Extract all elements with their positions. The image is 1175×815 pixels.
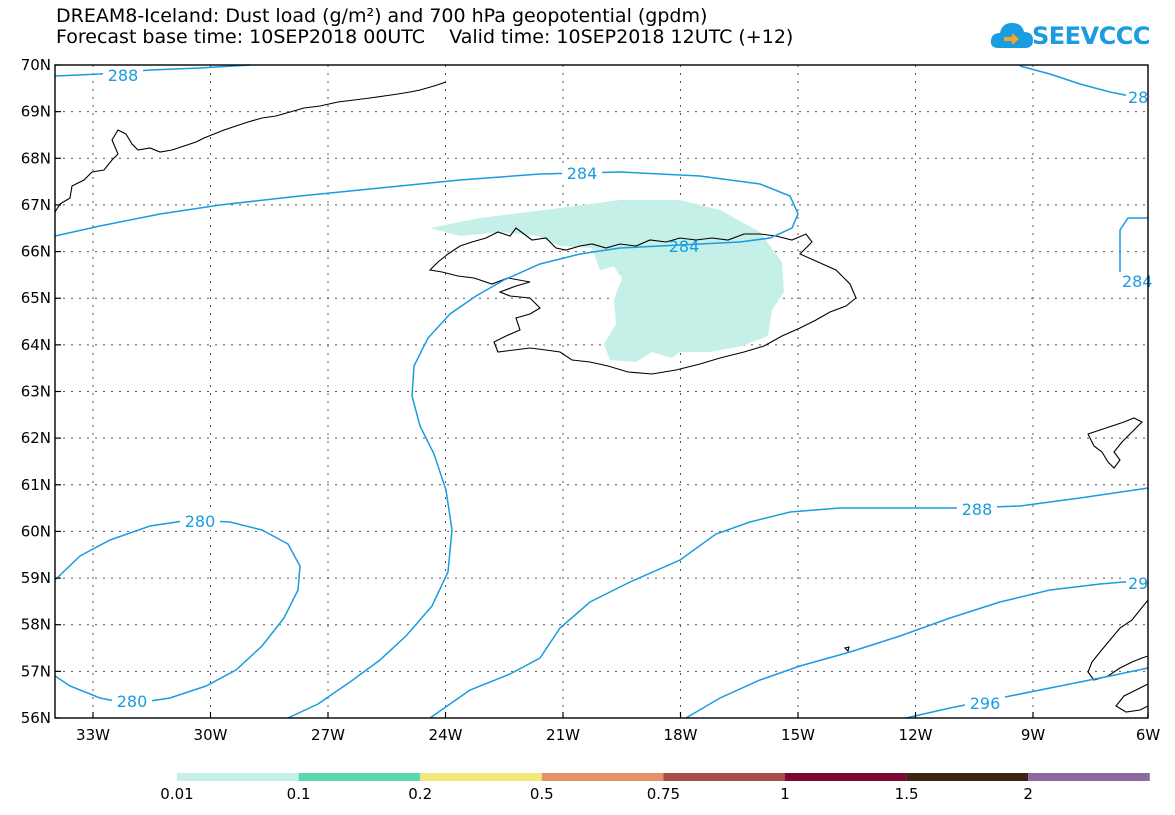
- lon-label: 9W: [1021, 726, 1046, 744]
- colorbar-labels: 0.01 0.1 0.2 0.5 0.75 1 1.5 2: [160, 785, 1033, 803]
- colorbar-tick-label: 0.2: [408, 785, 432, 803]
- lon-label: 15W: [781, 726, 815, 744]
- lat-label: 70N: [21, 56, 51, 74]
- colorbar-swatch: [177, 773, 299, 781]
- lat-label: 66N: [21, 243, 51, 261]
- contour-label: 288: [108, 66, 139, 85]
- lat-label: 63N: [21, 383, 51, 401]
- colorbar-tick-label: 1: [780, 785, 790, 803]
- axis-ticks: [55, 64, 1149, 719]
- colorbar-tick-label: 2: [1023, 785, 1033, 803]
- lon-label: 30W: [194, 726, 228, 744]
- contour-label: 284: [1122, 272, 1153, 291]
- lon-label: 24W: [429, 726, 463, 744]
- contour-label: 284: [669, 237, 700, 256]
- longitude-labels: 33W 30W 27W 24W 21W 18W 15W 12W 9W 6W: [76, 726, 1160, 744]
- contour-label: 280: [185, 512, 216, 531]
- dust-load-area: [430, 200, 784, 362]
- colorbar-tick-label: 0.1: [287, 785, 311, 803]
- lat-label: 58N: [21, 616, 51, 634]
- lat-label: 69N: [21, 103, 51, 121]
- lon-label: 18W: [664, 726, 698, 744]
- dust-load-gap: [596, 266, 622, 300]
- map-subtitle: Forecast base time: 10SEP2018 00UTC Vali…: [56, 26, 794, 48]
- colorbar-swatch: [906, 773, 1029, 781]
- colorbar-swatch: [1028, 773, 1150, 781]
- contour-label: 280: [117, 692, 148, 711]
- contour-label: 296: [970, 694, 1001, 713]
- contour-label: 29: [1128, 574, 1148, 593]
- colorbar-swatch: [298, 773, 421, 781]
- lon-label: 12W: [899, 726, 933, 744]
- colorbar-swatch: [420, 773, 542, 781]
- lon-label: 6W: [1136, 726, 1161, 744]
- lon-label: 33W: [76, 726, 110, 744]
- coastlines: [54, 81, 1149, 713]
- lon-label: 21W: [546, 726, 580, 744]
- latitude-labels: 70N 69N 68N 67N 66N 65N 64N 63N 62N 61N 60N 59N 58N 5…: [21, 56, 51, 727]
- lat-label: 67N: [21, 196, 51, 214]
- graticule: [55, 65, 1148, 718]
- contour-label: 288: [962, 500, 993, 519]
- lat-label: 60N: [21, 522, 51, 540]
- cloud-icon: [990, 23, 1033, 48]
- contour-label: 28: [1128, 88, 1148, 107]
- lat-label: 64N: [21, 336, 51, 354]
- colorbar-tick-label: 1.5: [895, 785, 919, 803]
- contour-label-group: 288 284 284 280 280 288 296 28 284 29: [103, 66, 1153, 713]
- colorbar-tick-label: 0.75: [647, 785, 680, 803]
- contour-label: 284: [567, 164, 598, 183]
- lat-label: 61N: [21, 476, 51, 494]
- lat-label: 65N: [21, 289, 51, 307]
- seevccc-logo: SEEVCCC: [990, 18, 1151, 58]
- logo-text: SEEVCCC: [1032, 22, 1151, 50]
- colorbar-swatch: [541, 773, 664, 781]
- colorbar-swatch: [785, 773, 907, 781]
- colorbar: [177, 773, 1150, 781]
- lat-label: 56N: [21, 709, 51, 727]
- lat-label: 59N: [21, 569, 51, 587]
- lat-label: 68N: [21, 149, 51, 167]
- map-title: DREAM8-Iceland: Dust load (g/m²) and 700…: [56, 5, 708, 27]
- lon-label: 27W: [311, 726, 345, 744]
- colorbar-tick-label: 0.01: [160, 785, 193, 803]
- colorbar-swatch: [663, 773, 785, 781]
- lat-label: 62N: [21, 429, 51, 447]
- colorbar-tick-label: 0.5: [530, 785, 554, 803]
- lat-label: 57N: [21, 662, 51, 680]
